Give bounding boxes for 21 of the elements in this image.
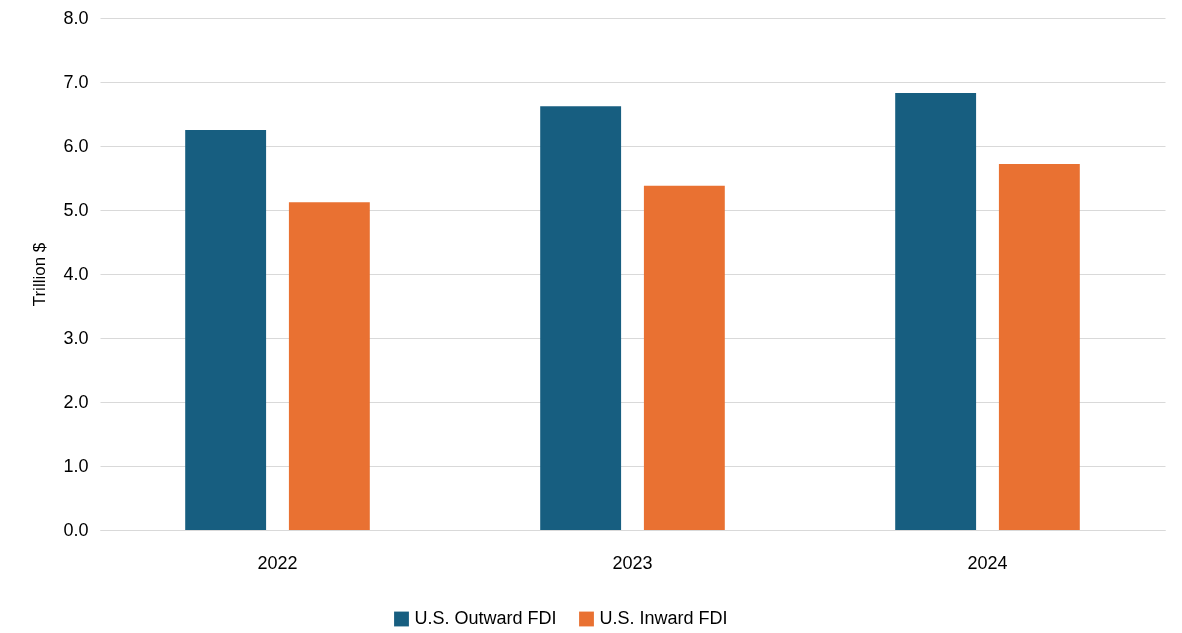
y-axis-title: Trillion $ [30,242,50,307]
bar [185,130,267,530]
y-tick-label: 6.0 [63,135,89,156]
legend-label: U.S. Inward FDI [599,608,728,628]
bar [643,185,725,530]
y-tick-label: 0.0 [63,519,89,540]
y-tick-label: 5.0 [63,199,89,220]
x-tick-label: 2023 [612,552,653,573]
y-tick-label: 1.0 [63,455,89,476]
y-tick-label: 3.0 [63,327,89,348]
x-tick-label: 2024 [967,552,1008,573]
y-tick-label: 2.0 [63,391,89,412]
bar [288,202,370,530]
y-tick-label: 4.0 [63,263,89,284]
bar [895,92,977,530]
bar [540,106,622,530]
bar [998,163,1080,530]
x-tick-label: 2022 [257,552,298,573]
y-tick-label: 7.0 [63,71,89,92]
legend-label: U.S. Outward FDI [414,608,557,628]
y-tick-label: 8.0 [63,7,89,28]
